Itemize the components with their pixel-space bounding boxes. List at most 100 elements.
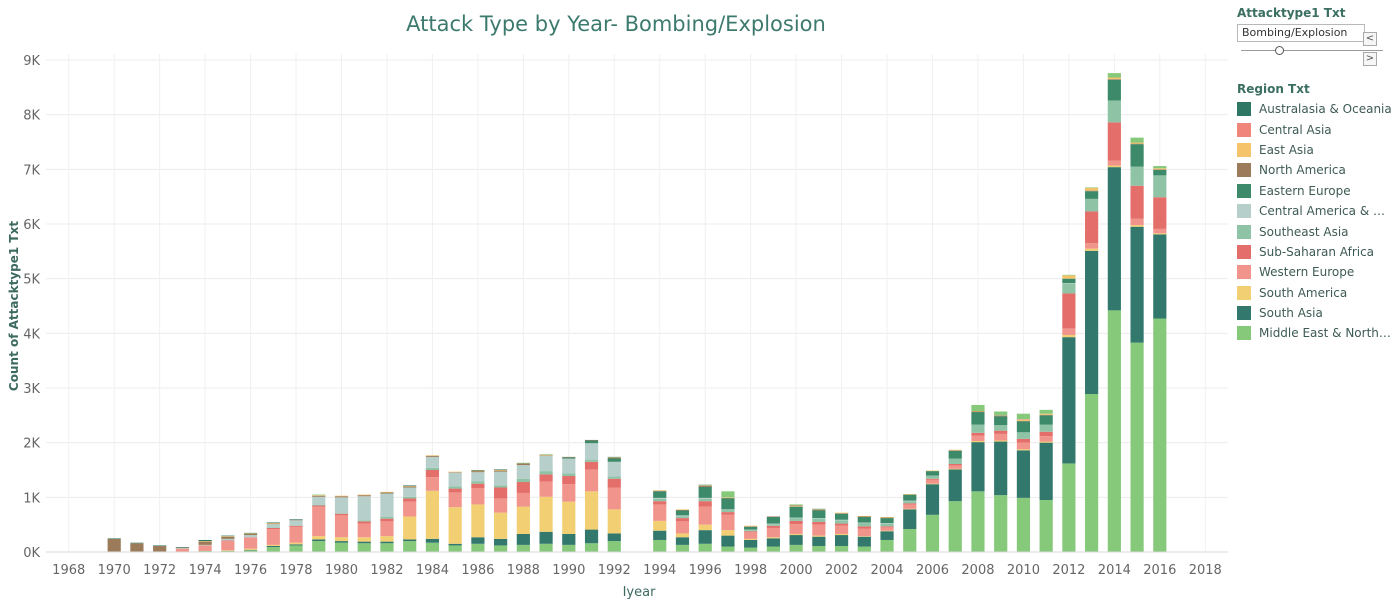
legend-item[interactable]: Western Europe [1237,262,1397,282]
bar-segment [107,538,121,539]
bar-segment [948,449,962,451]
legend-item[interactable]: South Asia [1237,303,1397,323]
bar-segment [243,549,258,551]
bar-segment [971,404,985,411]
bar-segment [153,545,167,552]
bar-stack [107,538,121,552]
bar-segment [744,538,758,540]
bar-segment [789,517,803,519]
bar-segment [925,478,940,480]
legend-item[interactable]: North America [1237,160,1397,180]
bar-stack [198,539,212,552]
legend-swatch [1237,306,1251,321]
bar-segment [698,485,712,486]
bar-stack [903,494,917,552]
bar-segment [312,496,326,505]
bar-stack [834,512,849,552]
bar-segment [1107,79,1121,80]
x-tick-label: 1992 [598,563,631,578]
bar-segment [834,533,849,536]
bar-stack [744,525,758,552]
bar-segment [243,532,258,534]
bar-stack [971,404,985,552]
bar-segment [857,522,871,524]
bar-stack [175,547,189,552]
bar-stacks [107,73,1167,552]
legend-item[interactable]: Central Asia [1237,119,1397,139]
bar-segment [607,533,621,542]
bar-segment [721,535,735,547]
bar-segment [448,486,462,489]
bar-segment [516,506,530,534]
legend-label: Central Asia [1259,122,1332,137]
legend-item[interactable]: Southeast Asia [1237,221,1397,241]
bar-segment [857,526,871,529]
x-tick-label: 1984 [416,563,449,578]
bar-segment [221,541,235,551]
x-tick-label: 1996 [689,563,722,578]
bar-stack [1085,187,1099,552]
bar-segment [471,470,485,471]
bar-segment [539,481,553,497]
bar-segment [653,520,667,531]
legend-item[interactable]: South America [1237,283,1397,303]
legend-swatch [1237,102,1251,117]
chevron-left-icon[interactable]: < [1363,32,1377,46]
legend-label: Middle East & North A.. [1259,326,1393,341]
bar-segment [516,544,530,552]
bar-segment [584,440,599,444]
legend-item[interactable]: Sub-Saharan Africa [1237,242,1397,262]
bar-segment [948,468,962,470]
chevron-right-icon[interactable]: > [1363,52,1377,66]
bar-stack [221,535,235,552]
bar-segment [357,523,371,538]
bar-segment [880,523,894,524]
bar-segment [425,455,440,457]
bar-segment [1107,100,1121,123]
legend-item[interactable]: Eastern Europe [1237,181,1397,201]
bar-segment [744,539,758,548]
bar-segment [584,529,599,544]
legend-item[interactable]: Australasia & Oceania [1237,99,1397,119]
bar-segment [289,519,303,521]
bar-segment [312,505,326,507]
legend-item[interactable]: East Asia [1237,140,1397,160]
x-tick-label: 1968 [52,563,85,578]
bar-segment [198,550,212,552]
bar-segment [994,433,1008,441]
legend-item[interactable]: Middle East & North A.. [1237,323,1397,343]
bar-segment [857,536,871,547]
bar-segment [1153,168,1167,170]
bar-segment [925,471,940,476]
bar-segment [221,550,235,551]
bar-segment [1039,436,1053,442]
bar-segment [857,536,871,537]
bar-segment [175,548,189,552]
bar-segment [403,485,417,487]
bar-segment [175,547,189,548]
bar-segment [334,542,349,552]
bar-segment [448,543,462,546]
bar-segment [403,487,417,497]
bar-segment [698,485,712,487]
bar-segment [721,514,735,531]
bar-segment [789,520,803,525]
bar-segment [539,543,553,552]
bar-segment [903,503,917,505]
bar-segment [880,530,894,532]
bar-segment [380,518,394,522]
bar-segment [812,518,826,522]
filter-value-box[interactable]: Bombing/Explosion [1237,24,1365,42]
bar-segment [380,493,394,518]
bar-segment [857,517,871,523]
bar-segment [971,410,985,412]
filter-slider-handle[interactable] [1275,46,1284,55]
legend-item[interactable]: Central America & Car.. [1237,201,1397,221]
bar-segment [698,530,712,544]
bar-segment [1085,198,1099,212]
bar-segment [1153,169,1167,176]
filter-slider-track[interactable] [1241,50,1383,51]
bar-segment [334,541,349,543]
bar-segment [744,526,758,530]
bar-segment [812,545,826,552]
